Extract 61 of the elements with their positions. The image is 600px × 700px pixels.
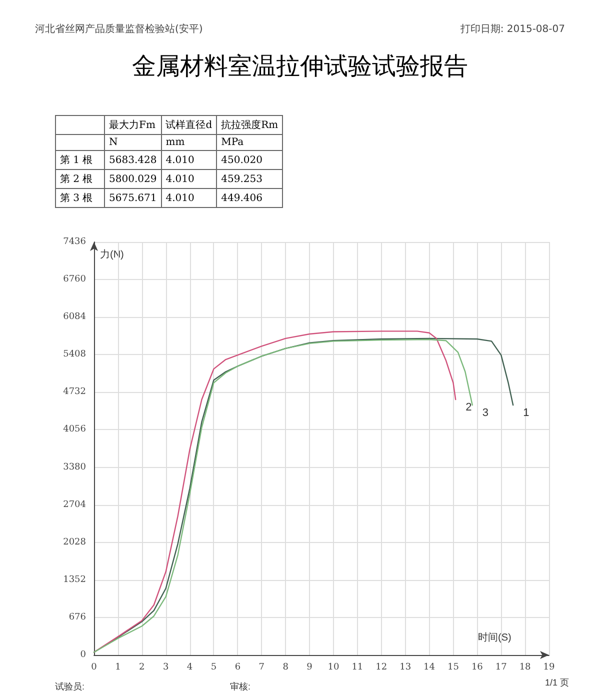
x-tick-label: 3	[162, 662, 169, 672]
text: 5683.428	[109, 154, 157, 166]
x-tick-label: 8	[282, 662, 289, 672]
x-tick-label: 6	[234, 662, 241, 672]
x-tick-label: 19	[543, 662, 555, 672]
text: 449.406	[221, 192, 262, 204]
text: 金属材料室温拉伸试验试验报告	[131, 51, 469, 82]
text: 审核:	[230, 682, 251, 692]
text: 河北省丝网产品质量监督检验站(安平)	[35, 22, 203, 36]
text: mm	[166, 137, 185, 148]
y-tick-label: 0	[80, 650, 86, 660]
x-tick-label: 4	[186, 662, 193, 672]
text: 最大力Fm	[109, 120, 156, 131]
y-tick-label: 676	[68, 612, 86, 622]
y-tick-label: 2028	[63, 537, 86, 548]
text: 试样直径d	[166, 120, 212, 131]
text: 4.010	[166, 174, 194, 184]
x-tick-label: 11	[352, 662, 364, 672]
y-tick-label: 1352	[63, 574, 86, 585]
text: 4.010	[166, 154, 194, 166]
x-tick-label: 18	[519, 662, 532, 672]
y-tick-label: 4732	[63, 387, 86, 398]
text: 4.010	[166, 192, 194, 204]
text: MPa	[221, 137, 244, 148]
x-tick-label: 7	[258, 662, 265, 672]
x-tick-label: 9	[306, 662, 313, 672]
text: 5675.671	[109, 192, 157, 204]
x-tick-label: 2	[139, 662, 145, 672]
y-axis-title: 力(N)	[100, 248, 124, 260]
text: 5800.029	[109, 174, 157, 184]
text: 1/1 页	[545, 678, 570, 688]
x-tick-label: 15	[447, 662, 460, 672]
text: 试验员:	[55, 682, 85, 692]
x-tick-label: 0	[91, 662, 98, 672]
series-label: 2	[466, 402, 472, 414]
x-tick-label: 16	[471, 662, 484, 672]
y-tick-label: 7436	[63, 237, 86, 247]
text: 抗拉强度Rm	[221, 120, 278, 131]
x-tick-label: 17	[495, 662, 508, 672]
x-tick-label: 12	[376, 662, 388, 672]
text: 第 2 根	[60, 174, 93, 185]
text: 459.253	[221, 174, 262, 184]
x-tick-label: 5	[210, 662, 217, 672]
x-tick-label: 13	[400, 662, 412, 672]
y-tick-label: 2704	[63, 500, 86, 510]
x-tick-label: 14	[424, 662, 436, 672]
x-tick-label: 10	[328, 662, 340, 672]
y-tick-label: 3380	[63, 462, 86, 472]
x-axis-title: 时间(S)	[478, 632, 512, 644]
y-tick-label: 4056	[63, 424, 86, 435]
y-tick-label: 6084	[63, 312, 86, 322]
y-tick-label: 5408	[63, 350, 86, 360]
series-label: 3	[482, 407, 488, 420]
text: 450.020	[221, 154, 262, 166]
text: 第 3 根	[60, 193, 93, 204]
text: N	[109, 137, 118, 148]
x-tick-label: 1	[115, 662, 121, 672]
text: 第 1 根	[60, 155, 93, 166]
series-label: 1	[523, 407, 530, 420]
text: 打印日期: 2015-08-07	[460, 22, 565, 36]
y-tick-label: 6760	[63, 274, 86, 285]
